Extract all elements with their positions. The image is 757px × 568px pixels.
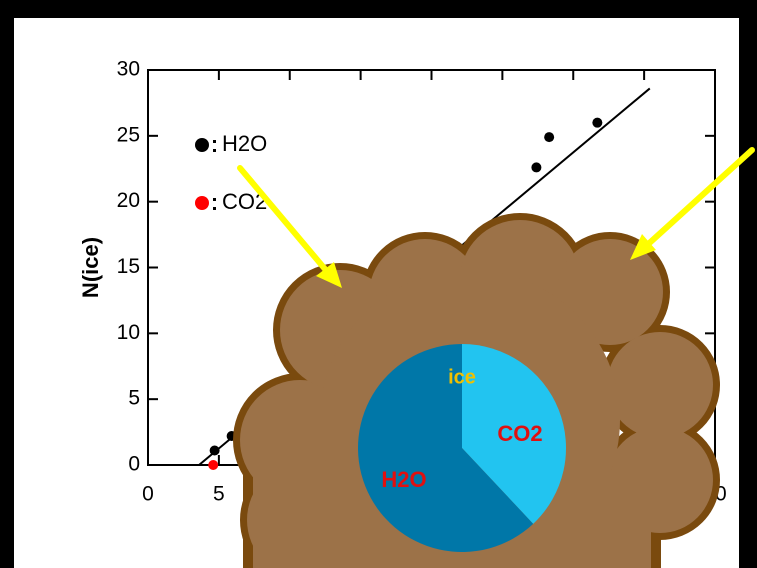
data-point	[208, 460, 218, 470]
data-point	[544, 132, 554, 142]
legend-colon	[213, 198, 216, 201]
y-tick-label: 15	[117, 255, 140, 278]
slice-label: CO2	[497, 421, 542, 446]
slice-label: H2O	[381, 467, 426, 492]
legend-marker	[195, 138, 209, 152]
x-tick-label: 5	[213, 483, 225, 506]
y-tick-label: 30	[117, 58, 140, 81]
pie-label: ice	[448, 366, 476, 388]
y-tick-label: 0	[128, 453, 140, 476]
legend-colon	[213, 207, 216, 210]
y-tick-label: 25	[117, 123, 140, 146]
y-tick-label: 10	[117, 321, 140, 344]
pie-chart: CO2 H2O ice	[358, 344, 566, 552]
y-tick-label: 20	[117, 189, 140, 212]
legend-marker	[195, 196, 209, 210]
x-tick-label: 0	[142, 483, 154, 506]
data-point	[531, 162, 541, 172]
y-axis-label: N(ice)	[78, 237, 103, 298]
legend-label: H2O	[222, 131, 267, 156]
legend-colon	[213, 140, 216, 143]
y-tick-label: 5	[128, 387, 140, 410]
data-point	[210, 446, 220, 456]
slide: 0510152025300510152025303540N(ice)H2OCO2…	[0, 0, 757, 568]
page: {"chart_data": [ {"type": "scatter", "yl…	[0, 0, 757, 568]
data-point	[592, 118, 602, 128]
legend-colon	[213, 149, 216, 152]
